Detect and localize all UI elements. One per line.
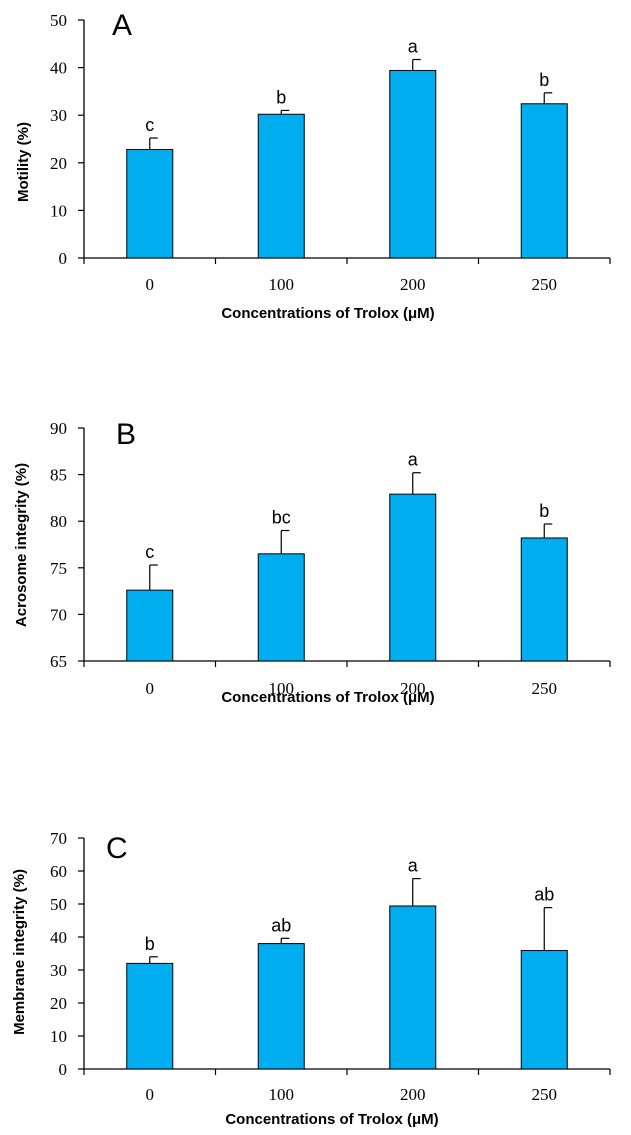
y-tick-label: 40 [50, 928, 67, 947]
x-tick-label: 100 [269, 275, 295, 294]
significance-label: c [145, 115, 154, 135]
significance-label: b [145, 934, 155, 954]
y-tick-label: 90 [50, 419, 67, 438]
y-tick-label: 75 [50, 559, 67, 578]
bar [389, 493, 437, 662]
y-tick-label: 85 [50, 466, 67, 485]
y-axis-title: Acrosome integrity (%) [13, 463, 30, 627]
bar [126, 589, 174, 662]
x-tick-label: 100 [269, 679, 295, 698]
y-tick-label: 70 [50, 605, 67, 624]
panel-a: A Motility (%) Concentrations of Trolox … [15, 9, 611, 322]
bar [257, 943, 305, 1070]
y-tick-label: 20 [50, 994, 67, 1013]
significance-label: bc [272, 508, 291, 528]
x-tick-label: 250 [532, 679, 558, 698]
y-tick-label: 30 [50, 106, 67, 125]
x-tick-label: 100 [269, 1085, 295, 1104]
y-axis-title: Membrane integrity (%) [11, 869, 28, 1035]
x-tick-label: 0 [146, 1085, 155, 1104]
y-tick-label: 30 [50, 961, 67, 980]
y-tick-label: 50 [50, 895, 67, 914]
x-tick-label: 0 [146, 679, 155, 698]
bar [520, 950, 568, 1070]
significance-label: ab [534, 885, 554, 905]
y-tick-label: 20 [50, 154, 67, 173]
significance-label: b [539, 70, 549, 90]
y-tick-label: 40 [50, 59, 67, 78]
significance-label: a [408, 450, 419, 470]
bar [389, 69, 437, 259]
panel-letter: B [116, 418, 136, 451]
panel-letter: A [112, 9, 132, 42]
y-tick-label: 50 [50, 11, 67, 30]
x-tick-label: 200 [400, 275, 426, 294]
x-tick-label: 250 [532, 1085, 558, 1104]
x-tick-label: 200 [400, 679, 426, 698]
x-axis-title: Concentrations of Trolox (μM) [225, 1111, 438, 1128]
bar [126, 962, 174, 1070]
x-tick-label: 250 [532, 275, 558, 294]
x-axis-title: Concentrations of Trolox (μM) [221, 305, 434, 322]
bar [126, 148, 174, 259]
y-tick-label: 0 [59, 1060, 68, 1079]
x-tick-label: 200 [400, 1085, 426, 1104]
y-tick-label: 70 [50, 829, 67, 848]
panel-b: B Acrosome integrity (%) Concentrations … [13, 418, 611, 706]
y-tick-label: 80 [50, 512, 67, 531]
y-axis-title: Motility (%) [15, 122, 32, 202]
bar [257, 113, 305, 259]
significance-label: b [276, 87, 286, 107]
significance-label: a [408, 37, 419, 57]
x-tick-label: 0 [146, 275, 155, 294]
y-tick-label: 0 [59, 249, 68, 268]
y-tick-label: 10 [50, 1027, 67, 1046]
bar [389, 905, 437, 1070]
y-tick-label: 60 [50, 862, 67, 881]
significance-label: a [408, 856, 419, 876]
bar [257, 553, 305, 662]
x-axis-title: Concentrations of Trolox (μM) [221, 689, 434, 706]
significance-label: c [145, 542, 154, 562]
panel-letter: C [106, 832, 128, 865]
y-tick-label: 65 [50, 652, 67, 671]
significance-label: b [539, 501, 549, 521]
bar [520, 103, 568, 259]
panel-c: C Membrane integrity (%) Concentrations … [11, 829, 611, 1128]
y-tick-label: 10 [50, 201, 67, 220]
bar [520, 537, 568, 662]
significance-label: ab [271, 915, 291, 935]
